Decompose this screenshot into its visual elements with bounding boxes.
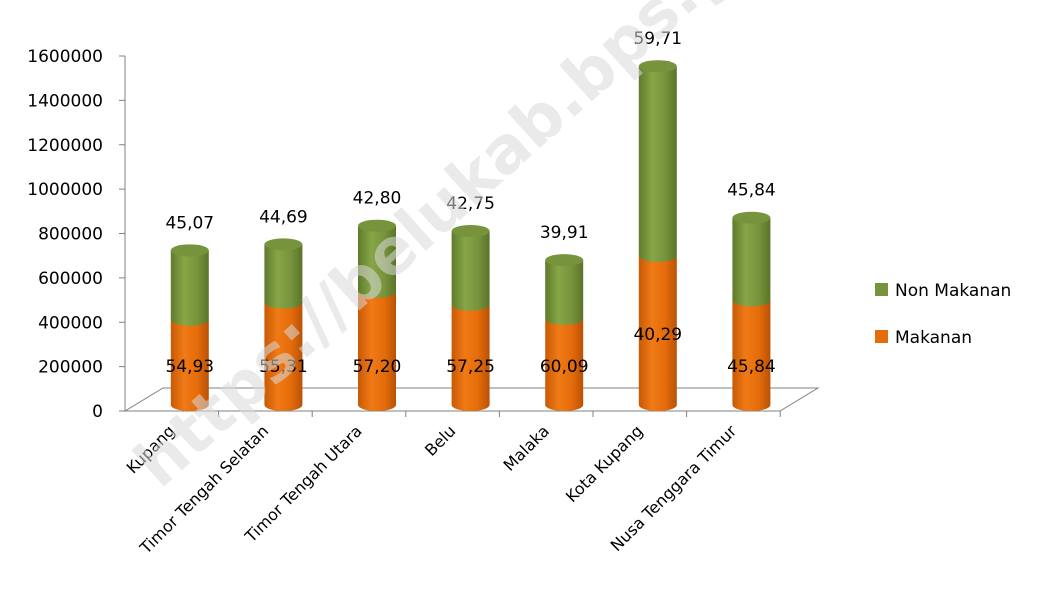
bar-makanan [638, 255, 677, 411]
data-labels: 54,93 45,07 55,31 44,69 57,20 42,80 57,25 42,75… [165, 29, 775, 377]
data-label-non-makanan: 59,71 [633, 29, 682, 49]
bars [170, 60, 771, 411]
data-label-makanan: 60,09 [540, 357, 589, 377]
bar-non-makanan [545, 260, 584, 325]
data-label-non-makanan: 39,91 [540, 223, 589, 243]
y-tick-label: 1600000 [27, 47, 103, 67]
legend-item-makanan: Makanan [875, 328, 972, 348]
legend: Non Makanan Makanan [875, 281, 1011, 348]
data-label-makanan: 55,31 [259, 357, 308, 377]
bar-makanan [451, 304, 490, 411]
bar-makanan [264, 302, 303, 411]
bar-top-cap [264, 238, 303, 251]
legend-label-makanan: Makanan [895, 328, 972, 348]
legend-item-non-makanan: Non Makanan [875, 281, 1011, 301]
data-label-makanan: 40,29 [633, 325, 682, 345]
bar-top-cap [170, 244, 209, 257]
x-category-label: Belu [421, 421, 459, 459]
legend-swatch-non-makanan [875, 283, 888, 296]
y-tick-label: 0 [92, 402, 103, 422]
data-label-non-makanan: 45,84 [727, 181, 776, 201]
y-tick-label: 1400000 [27, 91, 103, 111]
bar-top-cap [451, 225, 490, 238]
bar-top-cap [638, 60, 677, 73]
bar-non-makanan [638, 66, 677, 262]
x-category-label: Kota Kupang [562, 421, 647, 506]
bar-non-makanan [451, 231, 490, 311]
y-tick-label: 1200000 [27, 136, 103, 156]
data-label-makanan: 45,84 [727, 357, 776, 377]
data-label-makanan: 57,20 [353, 357, 402, 377]
data-label-non-makanan: 45,07 [165, 213, 214, 233]
bar-makanan [545, 318, 584, 411]
y-tick-label: 200000 [38, 358, 103, 378]
bar-top-cap [732, 211, 771, 224]
bar-makanan [170, 319, 209, 411]
legend-swatch-makanan [875, 330, 888, 343]
bar-non-makanan [358, 225, 396, 298]
data-label-makanan: 54,93 [165, 357, 214, 377]
y-tick-label: 400000 [38, 313, 103, 333]
data-label-non-makanan: 42,80 [353, 189, 402, 209]
data-label-makanan: 57,25 [446, 357, 495, 377]
bar-top-cap [358, 219, 396, 232]
bar-makanan [358, 291, 396, 411]
data-label-non-makanan: 44,69 [259, 207, 308, 227]
y-tick-label: 800000 [38, 225, 103, 245]
bar-non-makanan [264, 244, 303, 309]
bar-non-makanan [170, 250, 209, 326]
y-axis-ticks: 0 200000 400000 600000 800000 1000000 1200000 1… [27, 47, 125, 422]
legend-label-non-makanan: Non Makanan [895, 281, 1011, 301]
y-tick-label: 1000000 [27, 180, 103, 200]
bar-non-makanan [732, 217, 771, 307]
bar-top-cap [545, 254, 584, 267]
bar-makanan [732, 300, 771, 411]
data-label-non-makanan: 42,75 [446, 194, 495, 214]
x-category-label: Malaka [500, 421, 553, 474]
y-tick-label: 600000 [38, 269, 103, 289]
